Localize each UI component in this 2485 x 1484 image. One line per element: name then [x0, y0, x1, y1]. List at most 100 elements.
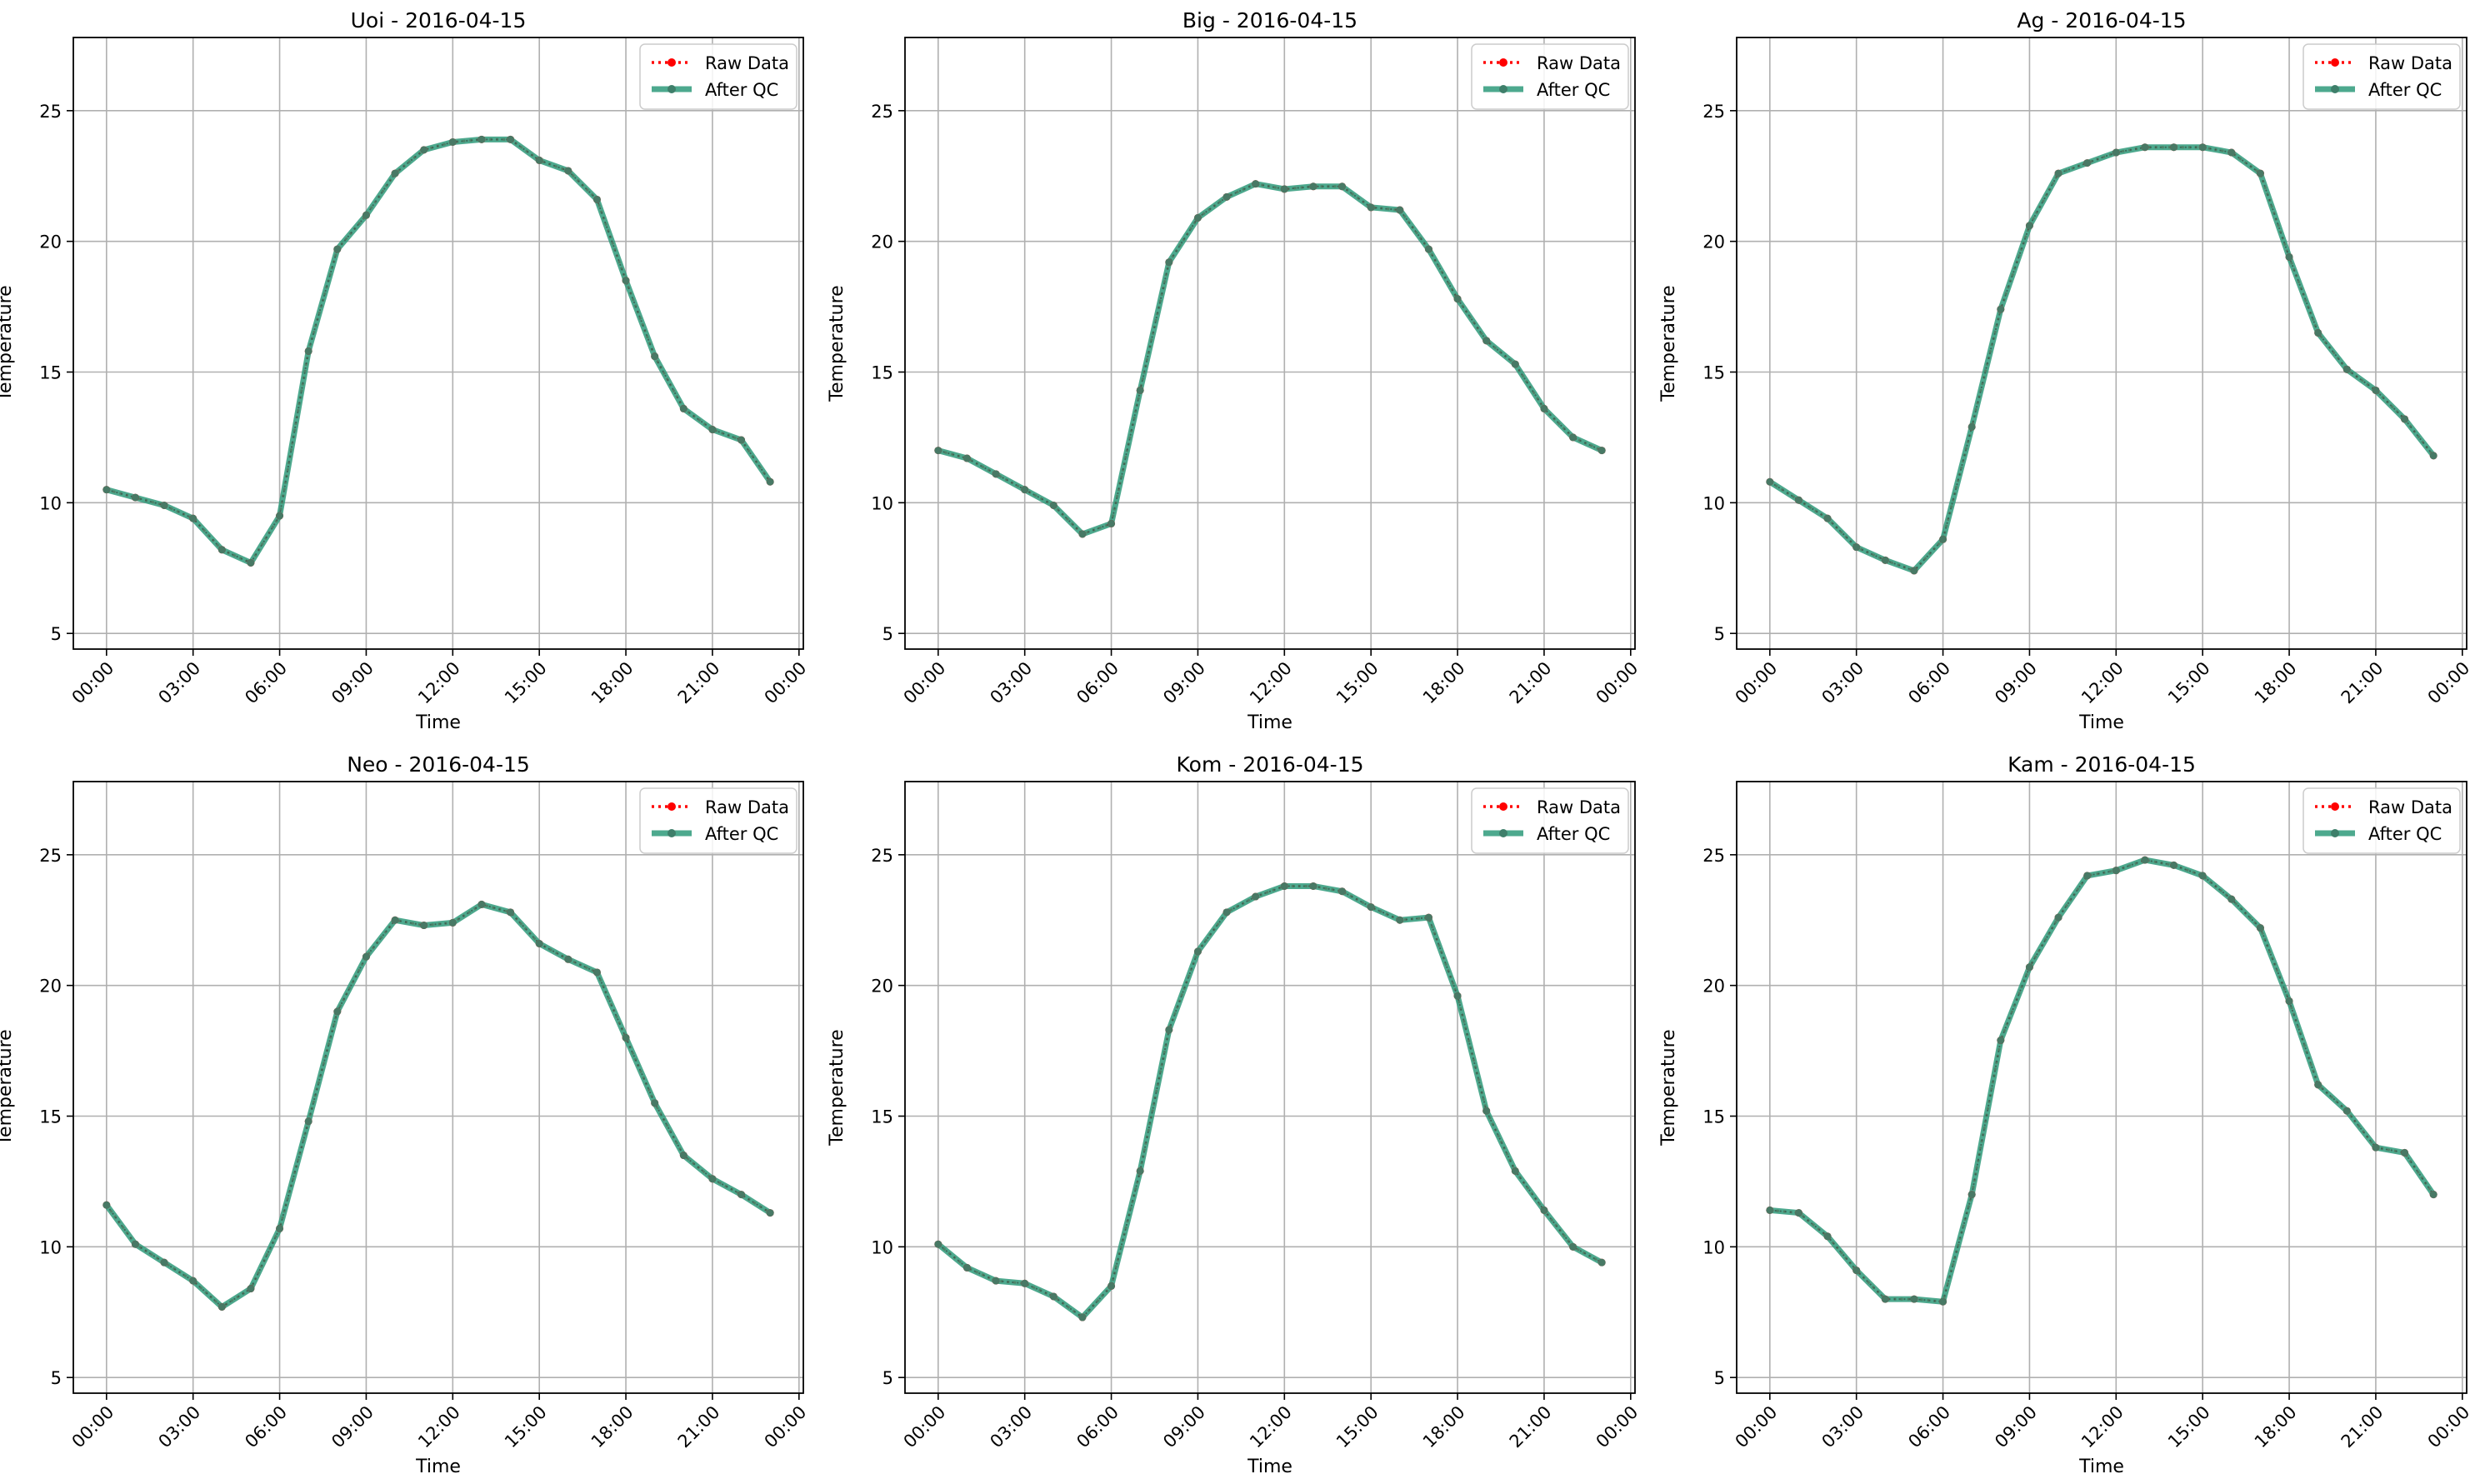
subplot-6: Kam - 2016-04-15 5 10 15 20 25 00:00 03:00 06:00…	[1658, 752, 2473, 1477]
legend-marker-raw-data	[1499, 802, 1508, 811]
point-after-qc	[478, 900, 486, 908]
x-axis-label: Time	[415, 712, 461, 733]
chart-title: Ag - 2016-04-15	[2017, 8, 2186, 32]
y-tick-label: 25	[871, 846, 893, 866]
point-after-qc	[1511, 1167, 1519, 1175]
point-after-qc	[2083, 159, 2092, 167]
point-after-qc	[160, 501, 168, 509]
legend-label-after-qc: After QC	[705, 80, 778, 100]
y-tick-label: 20	[871, 232, 893, 252]
point-after-qc	[2372, 1143, 2380, 1152]
x-tick-label: 12:00	[1246, 658, 1296, 708]
point-after-qc	[333, 1007, 342, 1016]
legend-marker-after-qc	[668, 85, 676, 93]
x-tick-label: 00:00	[1732, 1402, 1782, 1452]
point-after-qc	[766, 477, 774, 486]
x-tick-label: 21:00	[1506, 1402, 1556, 1452]
point-after-qc	[2314, 1081, 2322, 1089]
y-tick-label: 10	[39, 1237, 62, 1257]
point-after-qc	[276, 512, 284, 520]
point-after-qc	[1280, 185, 1288, 193]
point-after-qc	[1338, 182, 1347, 191]
legend-label-raw-data: Raw Data	[2368, 53, 2452, 73]
point-after-qc	[362, 211, 370, 219]
point-after-qc	[622, 1033, 630, 1042]
point-after-qc	[1280, 882, 1288, 890]
point-after-qc	[1165, 1026, 1173, 1034]
point-after-qc	[1222, 192, 1231, 201]
y-tick-label: 10	[1702, 493, 1725, 513]
point-after-qc	[2256, 169, 2264, 177]
point-after-qc	[1794, 1209, 1802, 1217]
chart-title: Kom - 2016-04-15	[1177, 752, 1364, 777]
y-tick-label: 15	[1702, 363, 1725, 383]
x-axis-label: Time	[1247, 712, 1292, 733]
y-tick-label: 5	[51, 1368, 62, 1388]
point-after-qc	[131, 1240, 139, 1248]
point-after-qc	[1338, 887, 1347, 896]
point-after-qc	[391, 169, 399, 177]
point-after-qc	[2141, 856, 2149, 864]
axes-frame	[904, 781, 1636, 1394]
point-after-qc	[478, 135, 486, 143]
legend-marker-after-qc	[1499, 829, 1508, 837]
x-tick-label: 03:00	[986, 658, 1036, 708]
y-tick-label: 20	[39, 232, 62, 252]
x-tick-label: 18:00	[2251, 1402, 2301, 1452]
point-after-qc	[1881, 1295, 1889, 1303]
point-after-qc	[2228, 148, 2236, 157]
point-after-qc	[564, 955, 572, 963]
series-line-raw-data-overlay	[1769, 146, 2434, 572]
x-tick-label: 15:00	[501, 1402, 551, 1452]
point-after-qc	[276, 1224, 284, 1232]
point-after-qc	[1367, 903, 1375, 912]
y-axis-label: Temperature	[1658, 1029, 1679, 1146]
point-after-qc	[2342, 1107, 2351, 1115]
x-axis-label: Time	[2078, 712, 2124, 733]
point-after-qc	[1997, 1037, 2005, 1045]
point-after-qc	[1598, 1258, 1606, 1267]
point-after-qc	[420, 922, 428, 930]
point-after-qc	[448, 137, 457, 146]
y-tick-label: 25	[39, 846, 62, 866]
chart-title: Kam - 2016-04-15	[2008, 752, 2196, 777]
series-line-raw-data	[937, 884, 1602, 1320]
point-after-qc	[189, 1277, 198, 1285]
point-after-qc	[708, 426, 717, 434]
point-after-qc	[766, 1209, 774, 1217]
point-after-qc	[992, 470, 1000, 478]
axes-frame	[72, 781, 804, 1394]
series-line-after-qc	[105, 136, 773, 566]
x-tick-label: 12:00	[414, 658, 464, 708]
point-after-qc	[1881, 556, 1889, 564]
point-after-qc	[1852, 1267, 1861, 1275]
x-tick-label: 06:00	[1904, 658, 1954, 708]
y-tick-label: 5	[51, 624, 62, 644]
point-after-qc	[1540, 404, 1548, 412]
x-tick-label: 21:00	[674, 1402, 724, 1452]
point-after-qc	[708, 1175, 717, 1183]
x-tick-label: 00:00	[2424, 1402, 2474, 1452]
x-tick-label: 15:00	[1332, 658, 1382, 708]
point-after-qc	[1997, 305, 2005, 313]
point-after-qc	[1424, 245, 1432, 253]
point-after-qc	[1165, 258, 1173, 267]
series-line-raw-data	[106, 137, 772, 565]
legend: Raw Data After QC	[1471, 43, 1629, 110]
point-after-qc	[1309, 182, 1318, 191]
point-after-qc	[2170, 143, 2178, 152]
legend-marker-after-qc	[1499, 85, 1508, 93]
y-tick-label: 10	[871, 493, 893, 513]
legend-label-raw-data: Raw Data	[2368, 797, 2452, 817]
point-after-qc	[333, 245, 342, 253]
x-tick-label: 12:00	[2078, 1402, 2128, 1452]
x-tick-label: 21:00	[2338, 1402, 2388, 1452]
point-after-qc	[1482, 337, 1491, 345]
point-after-qc	[1252, 180, 1260, 188]
legend: Raw Data After QC	[2302, 787, 2461, 854]
x-tick-label: 18:00	[588, 1402, 638, 1452]
axes-frame	[1736, 37, 2468, 650]
x-tick-label: 06:00	[1072, 1402, 1122, 1452]
x-axis-label: Time	[1247, 1457, 1292, 1477]
